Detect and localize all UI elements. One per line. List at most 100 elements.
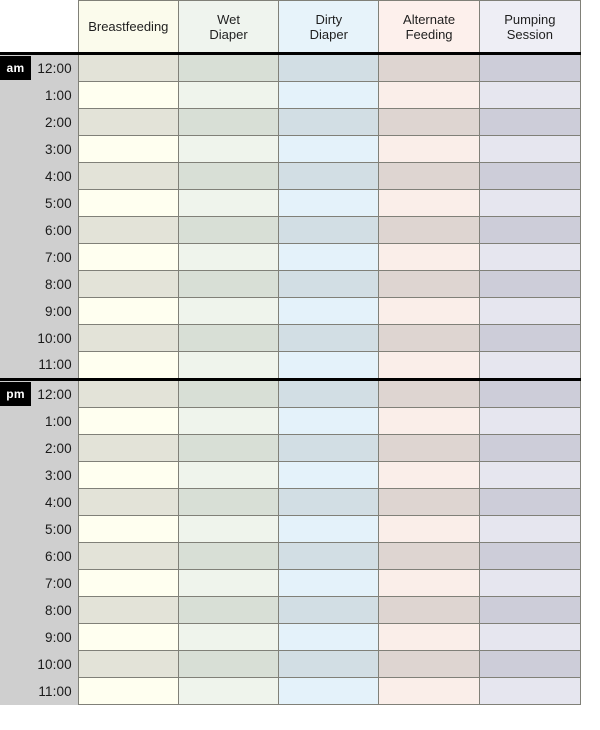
log-cell-alternate-feeding[interactable]: [378, 216, 480, 244]
log-cell-pumping-session[interactable]: [478, 135, 582, 163]
log-cell-dirty-diaper[interactable]: [278, 270, 380, 298]
log-cell-wet-diaper[interactable]: [177, 297, 280, 325]
log-cell-alternate-feeding[interactable]: [378, 135, 480, 163]
log-cell-breastfeeding[interactable]: [77, 378, 179, 408]
log-cell-wet-diaper[interactable]: [177, 216, 280, 244]
log-cell-wet-diaper[interactable]: [177, 596, 280, 624]
log-cell-alternate-feeding[interactable]: [378, 297, 480, 325]
log-cell-pumping-session[interactable]: [478, 216, 582, 244]
log-cell-pumping-session[interactable]: [478, 677, 582, 705]
log-cell-breastfeeding[interactable]: [77, 81, 179, 109]
log-cell-breastfeeding[interactable]: [77, 596, 179, 624]
log-cell-alternate-feeding[interactable]: [378, 189, 480, 217]
log-cell-alternate-feeding[interactable]: [378, 488, 480, 516]
log-cell-wet-diaper[interactable]: [177, 407, 280, 435]
log-cell-wet-diaper[interactable]: [177, 270, 280, 298]
log-cell-pumping-session[interactable]: [478, 162, 582, 190]
log-cell-alternate-feeding[interactable]: [378, 378, 480, 408]
log-cell-dirty-diaper[interactable]: [278, 378, 380, 408]
log-cell-alternate-feeding[interactable]: [378, 434, 480, 462]
log-cell-wet-diaper[interactable]: [177, 81, 280, 109]
log-cell-pumping-session[interactable]: [478, 623, 582, 651]
log-cell-wet-diaper[interactable]: [177, 243, 280, 271]
log-cell-alternate-feeding[interactable]: [378, 324, 480, 352]
log-cell-wet-diaper[interactable]: [177, 53, 280, 82]
log-cell-alternate-feeding[interactable]: [378, 53, 480, 82]
log-cell-alternate-feeding[interactable]: [378, 81, 480, 109]
log-cell-breastfeeding[interactable]: [77, 53, 179, 82]
log-cell-wet-diaper[interactable]: [177, 488, 280, 516]
log-cell-breastfeeding[interactable]: [77, 434, 179, 462]
log-cell-wet-diaper[interactable]: [177, 650, 280, 678]
log-cell-pumping-session[interactable]: [478, 189, 582, 217]
log-cell-breastfeeding[interactable]: [77, 216, 179, 244]
log-cell-dirty-diaper[interactable]: [278, 542, 380, 570]
log-cell-pumping-session[interactable]: [478, 324, 582, 352]
log-cell-dirty-diaper[interactable]: [278, 81, 380, 109]
log-cell-pumping-session[interactable]: [478, 488, 582, 516]
log-cell-pumping-session[interactable]: [478, 81, 582, 109]
log-cell-dirty-diaper[interactable]: [278, 515, 380, 543]
log-cell-pumping-session[interactable]: [478, 270, 582, 298]
log-cell-pumping-session[interactable]: [478, 542, 582, 570]
log-cell-breastfeeding[interactable]: [77, 488, 179, 516]
log-cell-dirty-diaper[interactable]: [278, 297, 380, 325]
log-cell-wet-diaper[interactable]: [177, 324, 280, 352]
log-cell-alternate-feeding[interactable]: [378, 569, 480, 597]
log-cell-dirty-diaper[interactable]: [278, 569, 380, 597]
log-cell-pumping-session[interactable]: [478, 596, 582, 624]
log-cell-alternate-feeding[interactable]: [378, 650, 480, 678]
log-cell-alternate-feeding[interactable]: [378, 270, 480, 298]
log-cell-alternate-feeding[interactable]: [378, 162, 480, 190]
log-cell-breastfeeding[interactable]: [77, 515, 179, 543]
log-cell-pumping-session[interactable]: [478, 515, 582, 543]
log-cell-breastfeeding[interactable]: [77, 650, 179, 678]
log-cell-pumping-session[interactable]: [478, 434, 582, 462]
log-cell-breastfeeding[interactable]: [77, 324, 179, 352]
log-cell-dirty-diaper[interactable]: [278, 596, 380, 624]
log-cell-dirty-diaper[interactable]: [278, 324, 380, 352]
log-cell-dirty-diaper[interactable]: [278, 488, 380, 516]
log-cell-breastfeeding[interactable]: [77, 569, 179, 597]
log-cell-breastfeeding[interactable]: [77, 461, 179, 489]
log-cell-alternate-feeding[interactable]: [378, 677, 480, 705]
log-cell-breastfeeding[interactable]: [77, 108, 179, 136]
log-cell-wet-diaper[interactable]: [177, 569, 280, 597]
log-cell-dirty-diaper[interactable]: [278, 407, 380, 435]
log-cell-pumping-session[interactable]: [478, 461, 582, 489]
log-cell-breastfeeding[interactable]: [77, 270, 179, 298]
log-cell-wet-diaper[interactable]: [177, 434, 280, 462]
log-cell-alternate-feeding[interactable]: [378, 596, 480, 624]
log-cell-wet-diaper[interactable]: [177, 542, 280, 570]
log-cell-pumping-session[interactable]: [478, 378, 582, 408]
log-cell-dirty-diaper[interactable]: [278, 677, 380, 705]
log-cell-wet-diaper[interactable]: [177, 162, 280, 190]
log-cell-dirty-diaper[interactable]: [278, 108, 380, 136]
log-cell-dirty-diaper[interactable]: [278, 623, 380, 651]
log-cell-alternate-feeding[interactable]: [378, 461, 480, 489]
log-cell-pumping-session[interactable]: [478, 243, 582, 271]
log-cell-dirty-diaper[interactable]: [278, 243, 380, 271]
log-cell-breastfeeding[interactable]: [77, 189, 179, 217]
log-cell-wet-diaper[interactable]: [177, 461, 280, 489]
log-cell-wet-diaper[interactable]: [177, 351, 280, 380]
log-cell-alternate-feeding[interactable]: [378, 407, 480, 435]
log-cell-pumping-session[interactable]: [478, 569, 582, 597]
log-cell-dirty-diaper[interactable]: [278, 650, 380, 678]
log-cell-dirty-diaper[interactable]: [278, 189, 380, 217]
log-cell-wet-diaper[interactable]: [177, 189, 280, 217]
log-cell-dirty-diaper[interactable]: [278, 135, 380, 163]
log-cell-wet-diaper[interactable]: [177, 108, 280, 136]
log-cell-alternate-feeding[interactable]: [378, 108, 480, 136]
log-cell-breastfeeding[interactable]: [77, 297, 179, 325]
log-cell-dirty-diaper[interactable]: [278, 434, 380, 462]
log-cell-alternate-feeding[interactable]: [378, 243, 480, 271]
log-cell-breastfeeding[interactable]: [77, 351, 179, 380]
log-cell-breastfeeding[interactable]: [77, 135, 179, 163]
log-cell-breastfeeding[interactable]: [77, 407, 179, 435]
log-cell-breastfeeding[interactable]: [77, 623, 179, 651]
log-cell-breastfeeding[interactable]: [77, 162, 179, 190]
log-cell-dirty-diaper[interactable]: [278, 216, 380, 244]
log-cell-dirty-diaper[interactable]: [278, 53, 380, 82]
log-cell-breastfeeding[interactable]: [77, 243, 179, 271]
